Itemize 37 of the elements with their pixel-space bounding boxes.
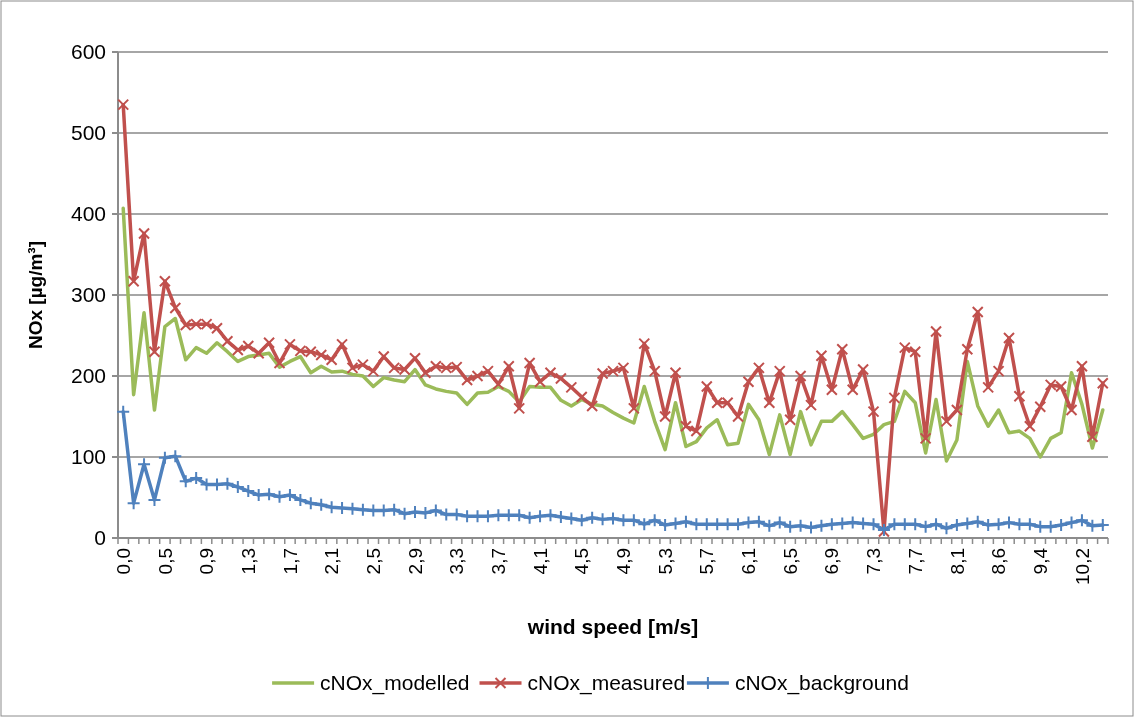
y-tick-label: 200 xyxy=(70,364,106,388)
x-tick-label: 7,7 xyxy=(904,548,926,575)
x-tick-label: 8,6 xyxy=(988,548,1010,575)
x-tick-label: 6,5 xyxy=(779,548,801,575)
y-tick-label: 500 xyxy=(70,121,106,145)
x-tick-label: 1,7 xyxy=(279,548,301,575)
x-tick-label: 0,9 xyxy=(196,548,218,575)
y-tick-label: 400 xyxy=(70,202,106,226)
y-tick-label: 300 xyxy=(70,283,106,307)
x-tick-label: 1,3 xyxy=(237,548,259,575)
x-tick-label: 4,9 xyxy=(613,548,635,575)
x-tick-label: 4,1 xyxy=(529,548,551,575)
x-tick-label: 3,7 xyxy=(488,548,510,575)
x-tick-label: 10,2 xyxy=(1071,548,1093,585)
x-tick-label: 4,5 xyxy=(571,548,593,575)
x-tick-label: 3,3 xyxy=(446,548,468,575)
x-tick-label: 7,3 xyxy=(863,548,885,575)
x-tick-label: 8,1 xyxy=(946,548,968,575)
legend-label: cNOx_background xyxy=(734,671,909,696)
x-tick-label: 6,9 xyxy=(821,548,843,575)
y-tick-label: 0 xyxy=(94,526,106,550)
line-series xyxy=(121,206,1105,463)
y-axis-title: NOx [µg/m³] xyxy=(25,240,46,350)
x-tick-label: 0,0 xyxy=(112,548,134,575)
y-tick-label: 100 xyxy=(70,445,106,469)
x-tick-label: 6,1 xyxy=(738,548,760,575)
x-tick-label: 2,1 xyxy=(321,548,343,575)
x-tick-label: 5,7 xyxy=(696,548,718,575)
x-tick-label: 2,9 xyxy=(404,548,426,575)
y-tick-label: 600 xyxy=(70,40,106,64)
legend-label: cNOx_modelled xyxy=(320,671,470,696)
x-tick-label: 5,3 xyxy=(654,548,676,575)
legend-label: cNOx_measured xyxy=(527,671,686,696)
x-tick-label: 2,5 xyxy=(362,548,384,575)
x-tick-label: 0,5 xyxy=(154,548,176,575)
x-tick-label: 9,4 xyxy=(1029,547,1051,575)
x-axis-title: wind speed [m/s] xyxy=(526,615,699,638)
